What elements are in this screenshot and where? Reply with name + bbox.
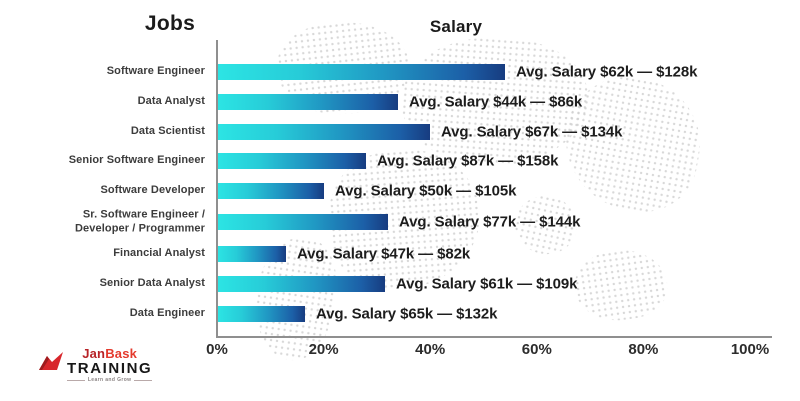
job-category-label: Sr. Software Engineer / Developer / Progr… bbox=[75, 208, 205, 234]
salary-bar bbox=[217, 64, 505, 80]
salary-bar bbox=[217, 214, 388, 230]
y-axis-line bbox=[216, 40, 218, 337]
salary-bar bbox=[217, 94, 398, 110]
avg-salary-range-label: Avg. Salary $65k — $132k bbox=[316, 305, 498, 323]
brand-name-second: Bask bbox=[105, 346, 138, 361]
jobs-column-title: Jobs bbox=[144, 12, 196, 35]
avg-salary-range-label: Avg. Salary $47k — $82k bbox=[297, 245, 471, 263]
x-axis-tick-label: 40% bbox=[415, 341, 446, 358]
avg-salary-range-label: Avg. Salary $87k — $158k bbox=[377, 152, 559, 170]
avg-salary-range-label: Avg. Salary $50k — $105k bbox=[335, 182, 517, 200]
chart-row: Financial Analyst Avg. Salary $47k — $82k bbox=[0, 245, 800, 263]
chart-row: Software Developer Avg. Salary $50k — $10… bbox=[0, 182, 800, 200]
chart-row: Data Scientist Avg. Salary $67k — $134k bbox=[0, 123, 800, 141]
chart-row: Data Analyst Avg. Salary $44k — $86k bbox=[0, 93, 800, 111]
job-category-label: Software Developer bbox=[100, 184, 205, 197]
brand-name: JanBask bbox=[82, 347, 137, 360]
salary-column-title: Salary bbox=[429, 17, 483, 36]
avg-salary-range-label: Avg. Salary $67k — $134k bbox=[441, 123, 623, 141]
x-axis-tick-label: 100% bbox=[730, 341, 770, 358]
chart-row: Senior Data Analyst Avg. Salary $61k — $1… bbox=[0, 275, 800, 293]
brand-subtitle: TRAINING bbox=[67, 360, 153, 377]
salary-bar bbox=[217, 124, 430, 140]
x-axis-tick-label: 20% bbox=[308, 341, 339, 358]
brand-name-first: Jan bbox=[82, 346, 106, 361]
job-category-label: Senior Data Analyst bbox=[99, 277, 205, 290]
salary-bar bbox=[217, 246, 286, 262]
x-axis-tick-label: 0% bbox=[206, 341, 228, 358]
x-axis-line bbox=[216, 336, 772, 338]
x-axis-tick-label: 60% bbox=[521, 341, 552, 358]
job-category-label: Data Analyst bbox=[137, 95, 205, 108]
avg-salary-range-label: Avg. Salary $77k — $144k bbox=[399, 213, 581, 231]
chart-row: Sr. Software Engineer / Developer / Progr… bbox=[0, 208, 800, 234]
x-axis-tick-label: 80% bbox=[628, 341, 659, 358]
tagline-rule-left bbox=[67, 380, 85, 381]
janbask-logo-icon bbox=[39, 352, 63, 370]
chart-row: Data Engineer Avg. Salary $65k — $132k bbox=[0, 305, 800, 323]
avg-salary-range-label: Avg. Salary $61k — $109k bbox=[396, 275, 578, 293]
janbask-logo: JanBask TRAINING Learn and Grow bbox=[38, 347, 153, 383]
chart-row: Software Engineer Avg. Salary $62k — $128… bbox=[0, 63, 800, 81]
chart-row: Senior Software Engineer Avg. Salary $87k… bbox=[0, 152, 800, 170]
tagline-rule-right bbox=[134, 380, 153, 381]
brand-tagline: Learn and Grow bbox=[67, 377, 153, 383]
job-category-label: Software Engineer bbox=[106, 65, 205, 78]
job-category-label: Data Scientist bbox=[130, 125, 205, 138]
job-category-label: Financial Analyst bbox=[113, 247, 205, 260]
job-category-label: Data Engineer bbox=[129, 307, 205, 320]
salary-bar bbox=[217, 183, 324, 199]
job-category-label: Senior Software Engineer bbox=[68, 154, 205, 167]
avg-salary-range-label: Avg. Salary $62k — $128k bbox=[516, 63, 698, 81]
salary-bar bbox=[217, 153, 366, 169]
salary-bar bbox=[217, 276, 385, 292]
avg-salary-range-label: Avg. Salary $44k — $86k bbox=[409, 93, 583, 111]
salary-bar bbox=[217, 306, 305, 322]
tagline-text: Learn and Grow bbox=[87, 377, 132, 383]
